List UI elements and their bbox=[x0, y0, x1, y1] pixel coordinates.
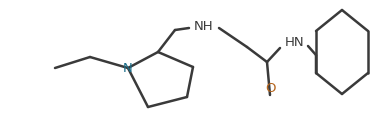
Text: N: N bbox=[123, 61, 133, 74]
Text: NH: NH bbox=[194, 20, 214, 33]
Text: HN: HN bbox=[285, 37, 305, 50]
Text: O: O bbox=[265, 81, 275, 94]
